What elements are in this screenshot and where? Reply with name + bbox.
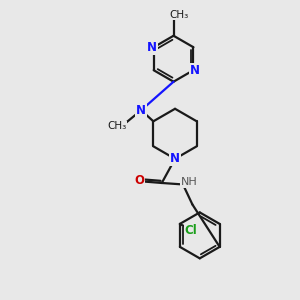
Text: Cl: Cl	[185, 224, 197, 238]
Text: CH₃: CH₃	[107, 122, 126, 131]
Text: N: N	[147, 41, 157, 54]
Text: N: N	[190, 64, 200, 77]
Text: N: N	[170, 152, 180, 165]
Text: NH: NH	[181, 177, 198, 187]
Text: O: O	[134, 174, 144, 188]
Text: N: N	[136, 104, 146, 117]
Text: CH₃: CH₃	[169, 10, 188, 20]
